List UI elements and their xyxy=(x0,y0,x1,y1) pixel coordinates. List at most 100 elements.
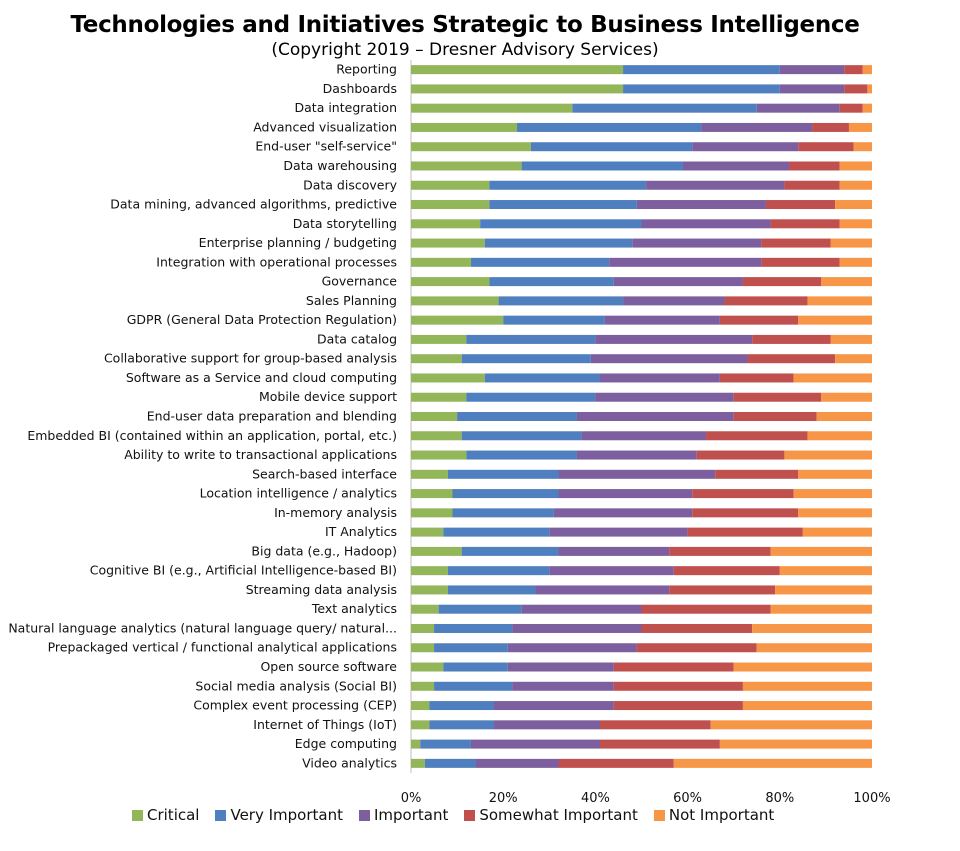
category-label: Data discovery xyxy=(303,177,397,192)
bar-segment-important xyxy=(701,122,813,132)
bar-segment-critical xyxy=(411,662,444,672)
bar-segment-very-important xyxy=(489,277,614,287)
bar-segment-not-important xyxy=(807,431,872,441)
legend-item: Very Important xyxy=(215,806,343,824)
bar-segment-very-important xyxy=(470,257,610,267)
bar-segment-very-important xyxy=(466,392,596,402)
bar-segment-not-important xyxy=(862,103,872,113)
bar-segment-critical xyxy=(411,489,453,499)
bar-segment-important xyxy=(632,238,762,248)
bar-segment-critical xyxy=(411,720,430,730)
bar-segment-important xyxy=(558,469,716,479)
bar-segment-not-important xyxy=(839,219,872,229)
bar-segment-critical xyxy=(411,701,430,711)
bar-segment-not-important xyxy=(710,720,872,730)
bar-segment-important xyxy=(553,508,693,518)
legend-item: Critical xyxy=(132,806,199,824)
bar-segment-critical xyxy=(411,238,485,248)
bar-segment-important xyxy=(595,334,753,344)
bar-segment-important xyxy=(779,65,845,75)
bar-segment-important xyxy=(512,681,614,691)
bar-segment-not-important xyxy=(830,334,872,344)
x-tick-label: 80% xyxy=(765,791,794,806)
category-label: Streaming data analysis xyxy=(246,582,397,597)
legend-item: Somewhat Important xyxy=(464,806,638,824)
legend-swatch xyxy=(132,809,143,821)
chart-subtitle: (Copyright 2019 – Dresner Advisory Servi… xyxy=(271,40,659,60)
bar-segment-not-important xyxy=(821,392,872,402)
bar-segment-important xyxy=(549,566,674,576)
bar-segment-somewhat-important xyxy=(641,623,753,633)
bar-segment-very-important xyxy=(480,219,642,229)
bar-segment-critical xyxy=(411,566,448,576)
category-label: Complex event processing (CEP) xyxy=(193,698,397,713)
bar-segment-somewhat-important xyxy=(715,469,799,479)
bar-segment-critical xyxy=(411,739,421,749)
bar-segment-important xyxy=(636,200,766,210)
bar-segment-important xyxy=(756,103,840,113)
bar-segment-somewhat-important xyxy=(812,122,849,132)
category-label: Collaborative support for group-based an… xyxy=(104,351,397,366)
bar-segment-somewhat-important xyxy=(692,489,794,499)
bar-segment-not-important xyxy=(798,315,872,325)
bar-segment-very-important xyxy=(461,354,591,364)
bar-segment-very-important xyxy=(429,720,494,730)
bar-segment-important xyxy=(512,623,642,633)
bar-segment-important xyxy=(682,161,790,171)
bar-segment-not-important xyxy=(839,161,872,171)
bar-segment-important xyxy=(558,546,670,556)
bar-segment-somewhat-important xyxy=(839,103,863,113)
chart-legend: Critical Very Important Important Somewhat … xyxy=(132,806,790,824)
bar-segment-important xyxy=(521,604,642,614)
bar-segment-somewhat-important xyxy=(673,566,780,576)
bar-segment-not-important xyxy=(839,180,872,190)
bar-segment-not-important xyxy=(673,758,872,768)
bar-segment-important xyxy=(581,431,707,441)
category-label: Cognitive BI (e.g., Artificial Intellige… xyxy=(90,563,397,578)
category-label: Reporting xyxy=(336,62,397,77)
bar-segment-important xyxy=(646,180,785,190)
x-tick-label: 100% xyxy=(853,791,890,806)
bar-segment-somewhat-important xyxy=(613,681,743,691)
bar-segment-important xyxy=(590,354,748,364)
legend-label: Important xyxy=(373,806,449,824)
category-label: Data warehousing xyxy=(283,158,397,173)
bar-segment-very-important xyxy=(572,103,757,113)
x-tick-label: 60% xyxy=(673,791,702,806)
legend-swatch xyxy=(358,809,370,821)
bar-segment-not-important xyxy=(793,489,872,499)
bar-segment-not-important xyxy=(821,277,872,287)
bar-segment-somewhat-important xyxy=(719,315,799,325)
legend-label: Not Important xyxy=(668,806,775,824)
category-label: Search-based interface xyxy=(252,466,397,481)
bar-segment-very-important xyxy=(461,431,582,441)
legend-label: Somewhat Important xyxy=(479,806,638,824)
bar-segment-very-important xyxy=(447,566,550,576)
category-label: In-memory analysis xyxy=(274,505,397,520)
bar-segment-somewhat-important xyxy=(687,527,803,537)
bar-segment-critical xyxy=(411,431,462,441)
bar-segment-not-important xyxy=(756,643,872,653)
category-label: Embedded BI (contained within an applica… xyxy=(27,428,397,443)
legend-item: Important xyxy=(358,806,449,824)
bar-segment-critical xyxy=(411,623,435,633)
bar-segment-somewhat-important xyxy=(724,296,808,306)
bar-segment-very-important xyxy=(452,508,554,518)
bar-segment-critical xyxy=(411,585,448,595)
bar-segment-critical xyxy=(411,103,573,113)
bar-segment-critical xyxy=(411,161,522,171)
bar-segment-critical xyxy=(411,277,490,287)
bar-segment-very-important xyxy=(434,643,508,653)
category-label: Location intelligence / analytics xyxy=(200,486,397,501)
bar-segment-somewhat-important xyxy=(558,758,674,768)
bar-segment-critical xyxy=(411,315,504,325)
bar-segment-very-important xyxy=(424,758,476,768)
bar-segment-not-important xyxy=(770,604,872,614)
category-label: Edge computing xyxy=(295,736,397,751)
bar-segment-very-important xyxy=(434,623,513,633)
bar-segment-somewhat-important xyxy=(761,238,831,248)
bar-segment-very-important xyxy=(498,296,624,306)
category-label: Software as a Service and cloud computin… xyxy=(126,370,397,385)
bar-segment-somewhat-important xyxy=(765,200,836,210)
